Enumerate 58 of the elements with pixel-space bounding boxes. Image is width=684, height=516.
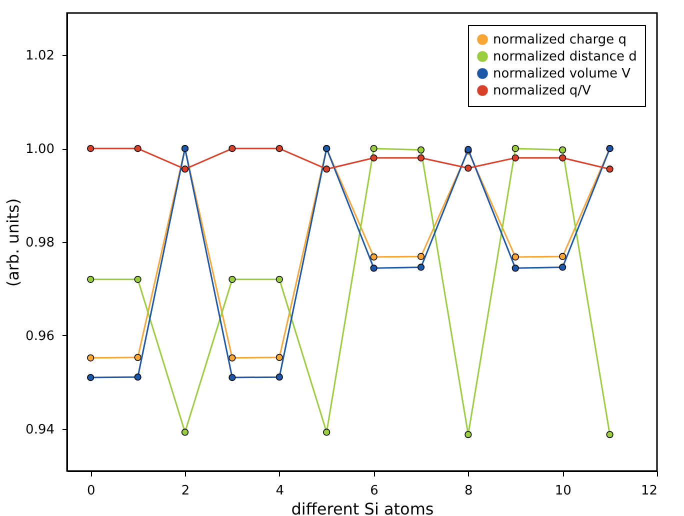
x-tick-label: 10 [554,484,572,498]
point [87,374,94,382]
point [370,253,378,261]
x-tick-label: 0 [86,484,96,498]
x-tick-label: 2 [181,484,190,498]
y-tick-label: 1.00 [26,142,54,158]
point [134,144,142,152]
point [181,428,189,436]
point [181,166,189,173]
y-tick-label: 0.96 [26,328,54,344]
point [464,430,472,438]
point [417,264,425,271]
legend-label: normalized volume V [493,66,631,82]
point [559,146,566,154]
x-axis-title: different Si atoms [291,500,434,516]
point [276,144,283,152]
point [417,154,425,162]
point [276,276,283,283]
point [606,430,614,438]
x-tick-label: 12 [640,484,658,498]
point [417,146,425,154]
point [512,144,519,152]
x-tick-label: 8 [464,484,473,498]
point [228,354,236,362]
x-tick-label: 6 [370,484,378,498]
point [228,276,236,283]
point [134,354,142,361]
point [370,144,378,152]
point [559,264,566,271]
y-tick-label: 1.02 [26,48,54,64]
point [512,264,519,272]
y-tick-label: 0.94 [26,422,54,438]
point [323,428,330,436]
point [87,276,94,283]
point [512,154,519,162]
point [276,374,283,381]
point [559,252,566,260]
point [228,144,236,152]
point [417,252,425,260]
point [606,166,614,173]
legend-label: normalized distance d [493,50,637,64]
y-tick-label: 0.98 [26,236,54,250]
point [323,166,330,173]
point [276,354,283,361]
point [464,164,472,172]
point [559,154,566,162]
point [370,264,378,272]
point [370,154,378,162]
y-axis-title: (arb. units) [4,198,23,287]
point [87,144,94,152]
point [228,374,236,382]
x-tick-label: 4 [276,484,284,498]
point [134,374,142,381]
point [87,354,94,362]
legend-label: normalized charge q [493,32,626,48]
point [512,253,519,261]
point [134,276,142,283]
legend-label: normalized q/V [493,84,591,98]
